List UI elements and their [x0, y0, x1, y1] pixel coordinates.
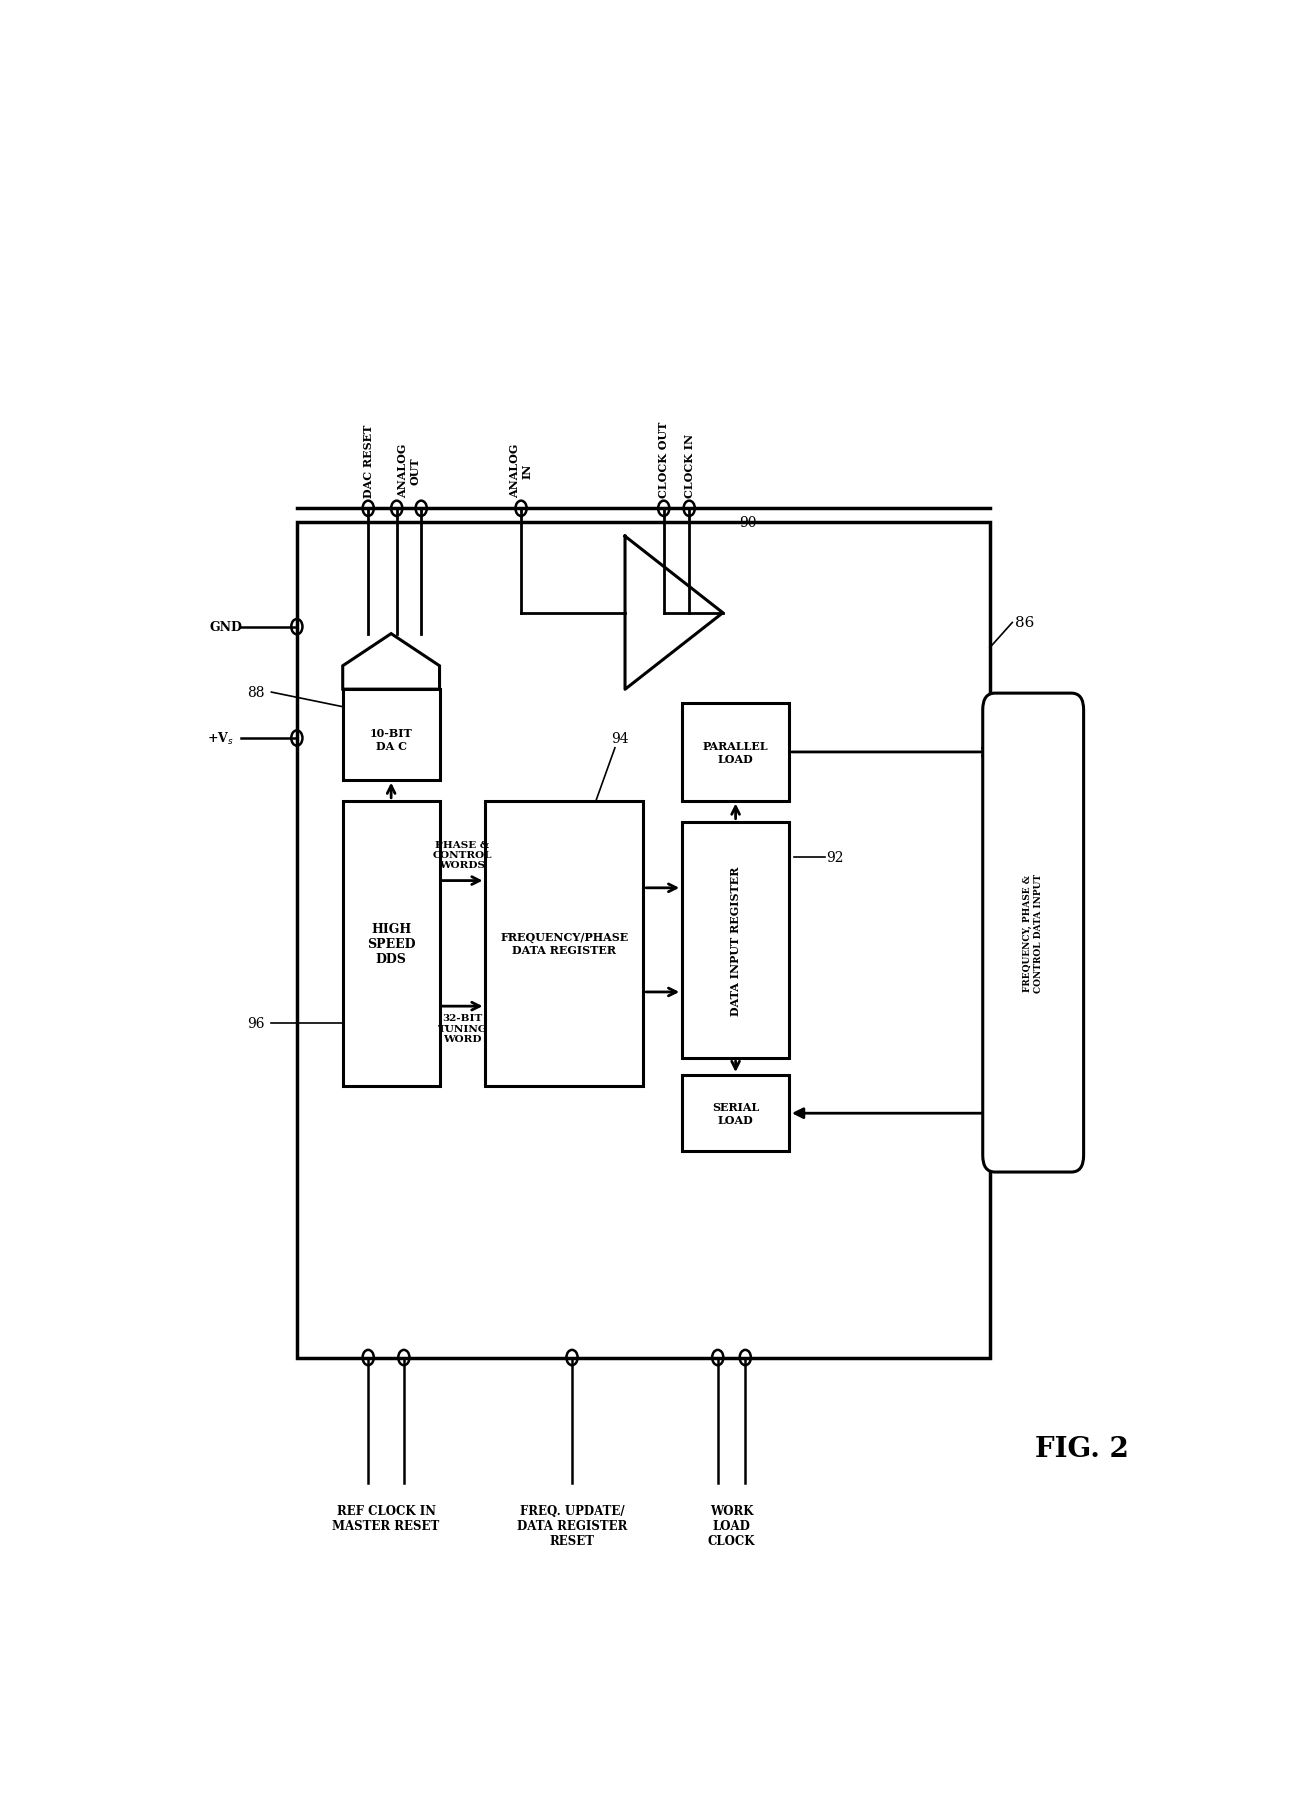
Text: 32-BIT
TUNING
WORD: 32-BIT TUNING WORD: [438, 1014, 488, 1043]
Text: 96: 96: [247, 1017, 264, 1030]
Text: DATA INPUT REGISTER: DATA INPUT REGISTER: [730, 866, 742, 1016]
Text: SERIAL
LOAD: SERIAL LOAD: [711, 1102, 759, 1126]
Text: CLOCK OUT: CLOCK OUT: [659, 421, 669, 499]
Bar: [682, 703, 789, 801]
Bar: [297, 522, 990, 1357]
Text: DAC RESET: DAC RESET: [363, 425, 373, 499]
Text: GND: GND: [209, 622, 242, 634]
Text: ANALOG
OUT: ANALOG OUT: [397, 443, 421, 499]
Text: 94: 94: [611, 732, 629, 746]
Text: FREQUENCY/PHASE
DATA REGISTER: FREQUENCY/PHASE DATA REGISTER: [500, 932, 629, 956]
Text: PARALLEL
LOAD: PARALLEL LOAD: [702, 741, 768, 764]
Text: +V$_s$: +V$_s$: [206, 730, 234, 746]
Bar: [485, 801, 643, 1086]
FancyBboxPatch shape: [982, 694, 1084, 1173]
Text: REF CLOCK IN
MASTER RESET: REF CLOCK IN MASTER RESET: [333, 1503, 439, 1532]
Bar: [682, 822, 789, 1059]
Text: WORK
LOAD
CLOCK: WORK LOAD CLOCK: [707, 1503, 755, 1547]
Bar: [343, 690, 439, 781]
Bar: [682, 1075, 789, 1151]
Text: FREQUENCY, PHASE &
CONTROL DATA INPUT: FREQUENCY, PHASE & CONTROL DATA INPUT: [1023, 873, 1043, 992]
Text: 86: 86: [1015, 616, 1035, 631]
Text: FREQ. UPDATE/
DATA REGISTER
RESET: FREQ. UPDATE/ DATA REGISTER RESET: [517, 1503, 627, 1547]
Text: 88: 88: [247, 685, 264, 699]
Text: PHASE &
CONTROL
WORDS: PHASE & CONTROL WORDS: [433, 840, 492, 869]
Text: 92: 92: [826, 851, 844, 864]
Text: CLOCK IN: CLOCK IN: [684, 434, 694, 499]
Text: ANALOG
IN: ANALOG IN: [509, 443, 533, 499]
Bar: [343, 801, 439, 1086]
Text: 90: 90: [739, 517, 757, 529]
Text: FIG. 2: FIG. 2: [1035, 1435, 1128, 1462]
Text: 10-BIT
DA C: 10-BIT DA C: [370, 728, 413, 752]
Text: HIGH
SPEED
DDS: HIGH SPEED DDS: [367, 922, 416, 965]
